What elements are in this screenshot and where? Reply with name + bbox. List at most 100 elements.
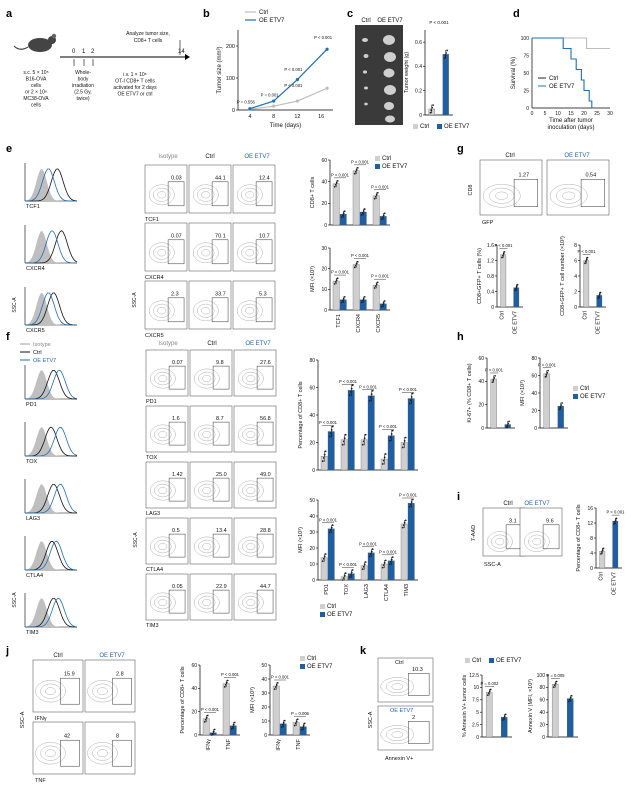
gate-value: 33.7	[215, 291, 226, 297]
density-contour	[157, 307, 167, 315]
density-contour	[202, 487, 212, 494]
density-contour	[193, 592, 220, 613]
data-point	[382, 214, 385, 217]
sc-injection-line-4: or 2 × 10⁶	[25, 90, 47, 96]
oe-curve	[25, 292, 77, 326]
histogram-CXCR5: CXCR5	[24, 287, 77, 334]
density-contour	[97, 749, 108, 758]
flow-density-plot-TIM3-0: 0.05	[145, 573, 189, 621]
histogram-TOX: TOX	[24, 422, 78, 465]
density-contour	[153, 245, 171, 260]
density-contour	[237, 368, 264, 389]
data-point	[403, 521, 406, 524]
gate-value: 28.8	[260, 528, 271, 534]
flow-gate	[168, 477, 186, 502]
flow-gate	[112, 739, 132, 767]
legend-swatch-ctrl	[413, 124, 418, 129]
histogram-TCF1: TCF1	[24, 163, 78, 210]
isotype-fill	[25, 427, 77, 456]
legend-label-ctrl: Ctrl	[307, 656, 316, 662]
y-tick-label: 30	[321, 246, 327, 252]
row-label: TIM3	[146, 623, 159, 629]
density-contour	[197, 303, 215, 318]
data-point	[613, 521, 616, 523]
flow-gate	[256, 533, 274, 558]
data-point	[501, 256, 503, 259]
y-tick-label: 6	[574, 258, 577, 264]
y-axis-label: MFI (×10³)	[298, 527, 304, 553]
data-point	[336, 277, 339, 280]
y-tick-label: 0	[324, 308, 327, 314]
panel-g: Ctrl OE ETV7 1.27 0.54 CD8 GFP	[468, 153, 610, 226]
data-point	[355, 262, 358, 265]
density-contour	[148, 242, 175, 264]
density-contour	[148, 300, 175, 322]
flow-density-plot-TCF1-0: 0.03	[144, 164, 188, 214]
data-point	[369, 553, 372, 555]
data-point	[560, 404, 563, 406]
gate-value: 44.7	[260, 584, 271, 590]
data-point	[364, 561, 367, 563]
chart-g_num: 0 2 4 6 8 CD8+GFP+ T cell number (×10³) Ctrl P …	[560, 236, 606, 334]
flow-frame	[188, 280, 232, 330]
data-point	[204, 718, 207, 721]
data-point	[404, 519, 407, 522]
chart-g_pct: 0 0.4 0.8 1.2 1.6 CD8+GFP+ T cells (%) Ctrl P <…	[477, 243, 523, 334]
isotype-fill	[25, 169, 77, 201]
data-point	[373, 197, 376, 200]
data-point	[569, 696, 572, 699]
transfer-line-4: OE ETV7 or ctrl	[117, 92, 152, 98]
x-tick-label: 5	[544, 111, 547, 117]
legend: Ctrl OE ETV7	[320, 604, 353, 618]
y-tick-label: 40	[321, 179, 327, 185]
gate-value: 3.1	[509, 518, 517, 524]
bar-Ctrl	[485, 692, 493, 738]
flow-gate	[211, 181, 229, 207]
flow-density-plot-CXCR5-0: 2.3	[144, 280, 188, 330]
y-tick-label: 100	[521, 36, 530, 42]
p-value: P < 0.001	[485, 368, 504, 373]
survival-curve-OE ETV7	[532, 37, 593, 108]
data-point	[402, 443, 405, 446]
data-point	[362, 210, 365, 212]
density-contour	[491, 534, 509, 549]
data-point	[321, 560, 324, 563]
data-point	[555, 680, 558, 683]
flow-gate	[168, 589, 186, 614]
y-tick-label: 0	[264, 733, 267, 739]
data-point	[615, 517, 618, 520]
legend: Ctrl OE ETV7	[465, 658, 522, 664]
y-tick-label: 0.4	[415, 64, 422, 70]
flow-gate	[168, 533, 186, 558]
data-point	[373, 287, 376, 289]
sc-injection-line-1: s.c. 5 × 10⁵	[23, 70, 48, 76]
x-tick-label: 15	[568, 111, 574, 117]
density-contour	[201, 191, 211, 199]
data-point	[342, 577, 345, 579]
y-axis-label: CD8+GFP+ T cells (%)	[477, 248, 483, 304]
flow-density-plot-PD1-1: 9.8	[189, 349, 233, 397]
category-label: LAG3	[364, 584, 370, 598]
x-tick-label: 30	[607, 111, 613, 117]
x-tick-label: 12	[294, 114, 300, 120]
data-point	[331, 524, 334, 527]
density-contour	[87, 680, 118, 703]
density-contour	[524, 531, 550, 552]
f-flow-grid: Isotype Ctrl OE ETV7 0.07 9.8 27.6 PD1 1.6 8.7 56…	[133, 341, 277, 629]
transfer-line-1: i.v. 1 × 10⁶	[123, 72, 147, 78]
series-line-OE ETV7	[249, 48, 328, 110]
panel-label-g: g	[457, 143, 464, 155]
data-point	[376, 281, 379, 284]
data-point	[322, 457, 325, 459]
row-label: CXCR5	[145, 333, 164, 339]
flow-gate	[168, 365, 186, 390]
density-contour	[202, 431, 212, 438]
plot-label-ctrl: Ctrl	[395, 660, 404, 666]
data-point	[601, 549, 604, 552]
y-tick-label: 0	[491, 305, 494, 311]
data-point	[294, 722, 297, 725]
row-label: CTLA4	[146, 567, 163, 573]
category-label: TNF	[226, 738, 232, 749]
bar-TCF1-Ctrl	[332, 183, 340, 226]
data-point	[341, 299, 344, 302]
